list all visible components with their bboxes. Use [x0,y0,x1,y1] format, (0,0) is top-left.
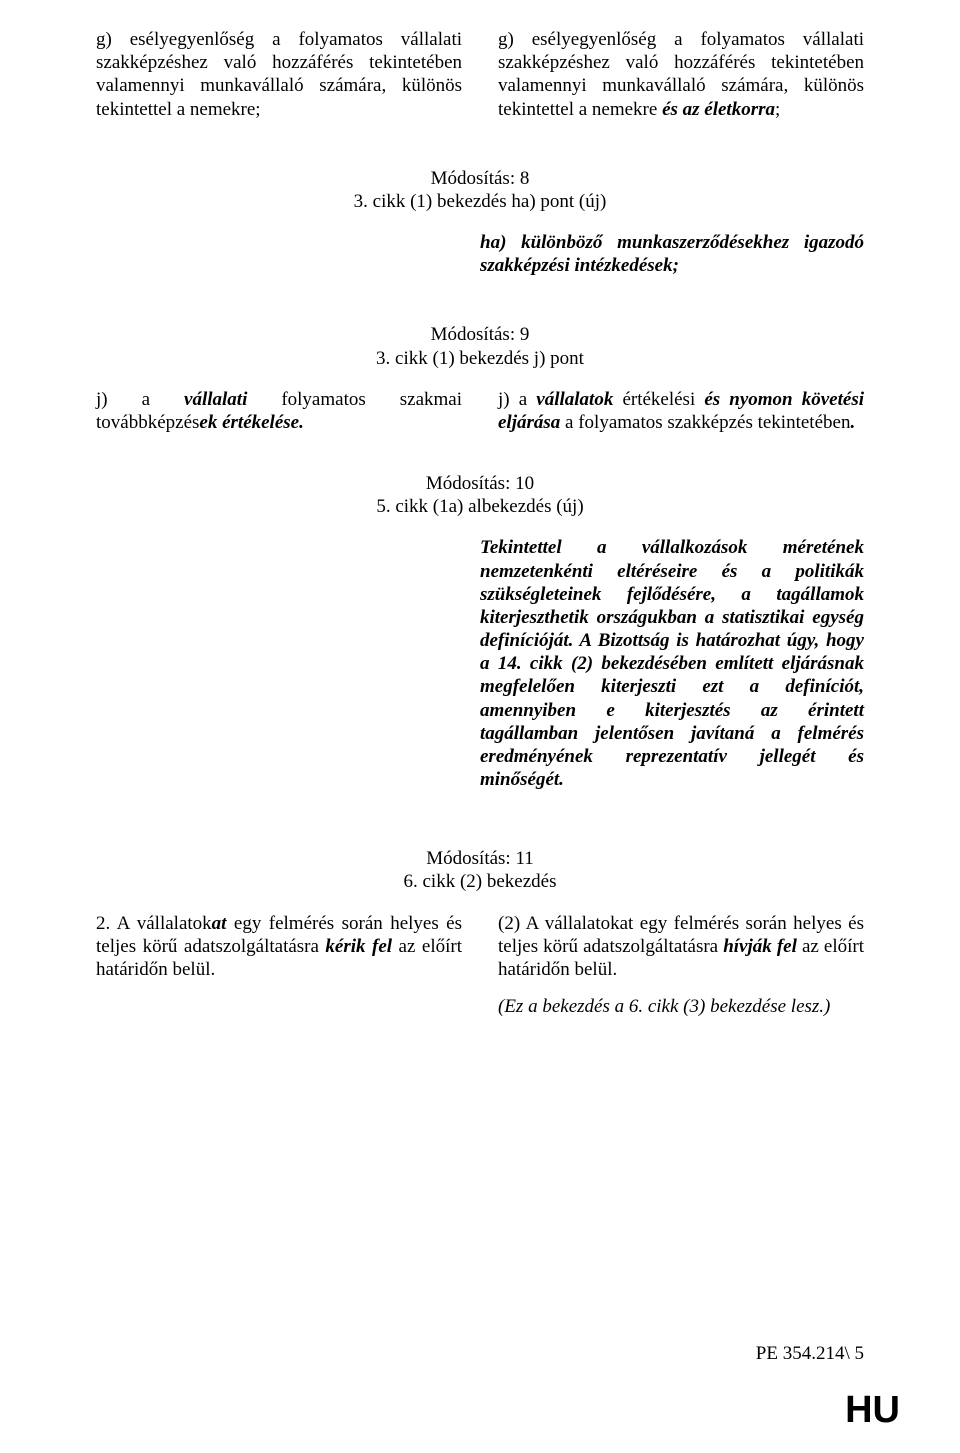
amend-number: Módosítás: 9 [96,323,864,346]
amend-ref: 3. cikk (1) bekezdés j) pont [96,347,864,370]
amend-body: Tekintettel a vállalkozások méretének ne… [480,536,864,791]
amend-ref: 3. cikk (1) bekezdés ha) pont (új) [96,190,864,213]
amend-heading: Módosítás: 10 5. cikk (1a) albekezdés (ú… [96,472,864,518]
text-emph: at [212,913,227,934]
text-emph: kérik fel [325,936,392,957]
amend-ref: 5. cikk (1a) albekezdés (új) [96,495,864,518]
section-g-right: g) esélyegyenlőség a folyamatos vállalat… [498,28,864,121]
text-emph: és az életkorra [662,99,775,120]
page-ref: PE 354.214\ 5 [756,1342,864,1365]
amendment-11: Módosítás: 11 6. cikk (2) bekezdés 2. A … [96,847,864,1018]
text-emph: hívják fel [723,936,797,957]
section-g-left: g) esélyegyenlőség a folyamatos vállalat… [96,28,462,121]
amend-11-right: (2) A vállalatokat egy felmérés során he… [498,912,864,1019]
section-g: g) esélyegyenlőség a folyamatos vállalat… [96,28,864,121]
amend-11-cols: 2. A vállalatokat egy felmérés során hel… [96,912,864,1019]
amendment-8: Módosítás: 8 3. cikk (1) bekezdés ha) po… [96,167,864,278]
amend-11-left: 2. A vállalatokat egy felmérés során hel… [96,912,462,1019]
amend-11-right-note: (Ez a bekezdés a 6. cikk (3) bekezdése l… [498,995,864,1018]
text-emph: . [850,412,855,433]
amendment-10: Módosítás: 10 5. cikk (1a) albekezdés (ú… [96,472,864,791]
amend-heading: Módosítás: 11 6. cikk (2) bekezdés [96,847,864,893]
amend-9-left: j) a vállalati folyamatos szakmai tovább… [96,388,462,434]
text: g) esélyegyenlőség a folyamatos vállalat… [96,29,462,120]
text: értékelési [613,389,704,410]
amend-11-right-p1: (2) A vállalatokat egy felmérés során he… [498,912,864,982]
amend-heading: Módosítás: 9 3. cikk (1) bekezdés j) pon… [96,323,864,369]
text: ; [775,99,780,120]
text-emph: vállalati [184,389,247,410]
amend-body: ha) különböző munkaszerződésekhez igazod… [480,231,864,277]
amend-number: Módosítás: 11 [96,847,864,870]
lang-code: HU [845,1387,900,1433]
amend-9-cols: j) a vállalati folyamatos szakmai tovább… [96,388,864,434]
amendment-9: Módosítás: 9 3. cikk (1) bekezdés j) pon… [96,323,864,434]
text: a folyamatos szakképzés tekintetében [560,412,850,433]
text-emph: ek értékelése. [199,412,303,433]
text: j) a [96,389,184,410]
amend-heading: Módosítás: 8 3. cikk (1) bekezdés ha) po… [96,167,864,213]
text-emph: vállalatok [536,389,613,410]
page: g) esélyegyenlőség a folyamatos vállalat… [0,0,960,1453]
text: 2. A vállalatok [96,913,212,934]
amend-ref: 6. cikk (2) bekezdés [96,870,864,893]
amend-9-right: j) a vállalatok értékelési és nyomon köv… [498,388,864,434]
text: j) a [498,389,536,410]
amend-number: Módosítás: 10 [96,472,864,495]
amend-number: Módosítás: 8 [96,167,864,190]
